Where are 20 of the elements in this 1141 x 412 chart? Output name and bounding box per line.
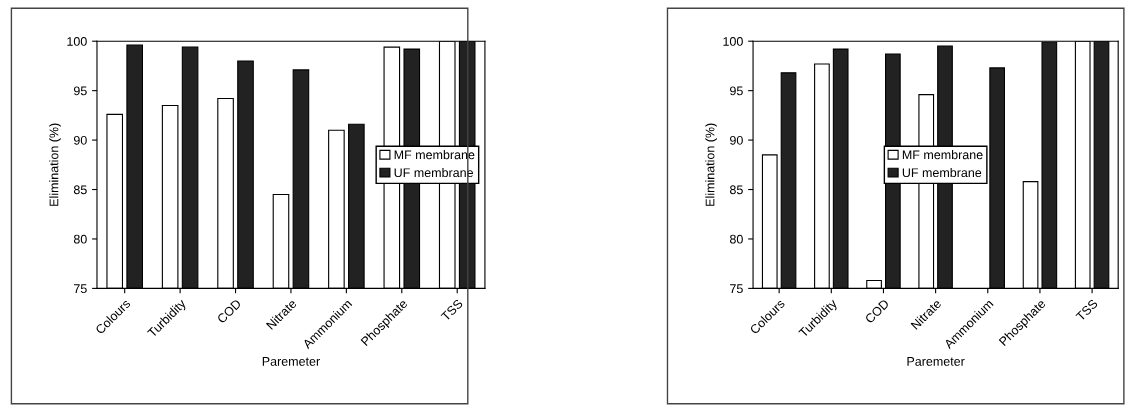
x-axis-title: Paremeter xyxy=(907,357,965,366)
y-axis-title: Elimination (%) xyxy=(49,123,61,206)
y-axis-title: Elimination (%) xyxy=(705,123,717,206)
y-tick-label: 75 xyxy=(74,284,87,294)
y-tick-label: 75 xyxy=(730,284,743,294)
y-tick-label: 95 xyxy=(730,86,743,96)
legend-label: UF membrane xyxy=(902,167,982,178)
y-tick-label: 80 xyxy=(73,234,87,244)
x-axis-title: Paremeter xyxy=(262,357,320,366)
y-tick-label: 100 xyxy=(723,37,743,46)
y-tick-label: 85 xyxy=(73,185,87,195)
y-tick-label: 90 xyxy=(730,135,743,145)
y-tick-label: 100 xyxy=(67,37,87,46)
y-tick-label: 85 xyxy=(729,185,743,195)
x-tick-label: TSS xyxy=(1075,298,1099,322)
x-tick-label: TSS xyxy=(440,298,464,322)
legend-label: MF membrane xyxy=(902,150,983,160)
y-tick-label: 80 xyxy=(729,234,743,244)
y-tick-label: 95 xyxy=(73,86,87,96)
y-tick-label: 90 xyxy=(73,135,87,145)
